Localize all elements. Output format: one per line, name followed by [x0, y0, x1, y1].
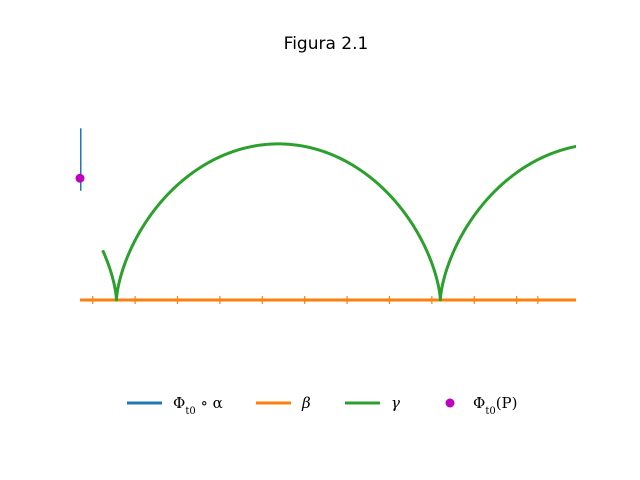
series-line-2 [101, 142, 576, 302]
series-group [80, 128, 576, 305]
legend-swatch-3 [445, 398, 455, 408]
legend-label-0: Φt0 ∘ α [173, 394, 223, 417]
point-marker-3-0 [75, 173, 85, 183]
legend: Φt0 ∘ α β γ Φt0(P) [127, 394, 518, 417]
legend-label-3: Φt0(P) [473, 394, 518, 417]
plot-area [75, 128, 576, 305]
legend-label-2: γ [391, 394, 400, 412]
legend-label-1: β [301, 394, 311, 412]
chart-title: Figura 2.1 [284, 34, 369, 54]
